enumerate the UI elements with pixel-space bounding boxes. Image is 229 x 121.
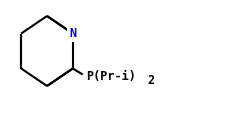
Text: N: N (69, 27, 76, 40)
Text: 2: 2 (148, 74, 155, 87)
Text: P(Pr-i): P(Pr-i) (86, 70, 136, 83)
